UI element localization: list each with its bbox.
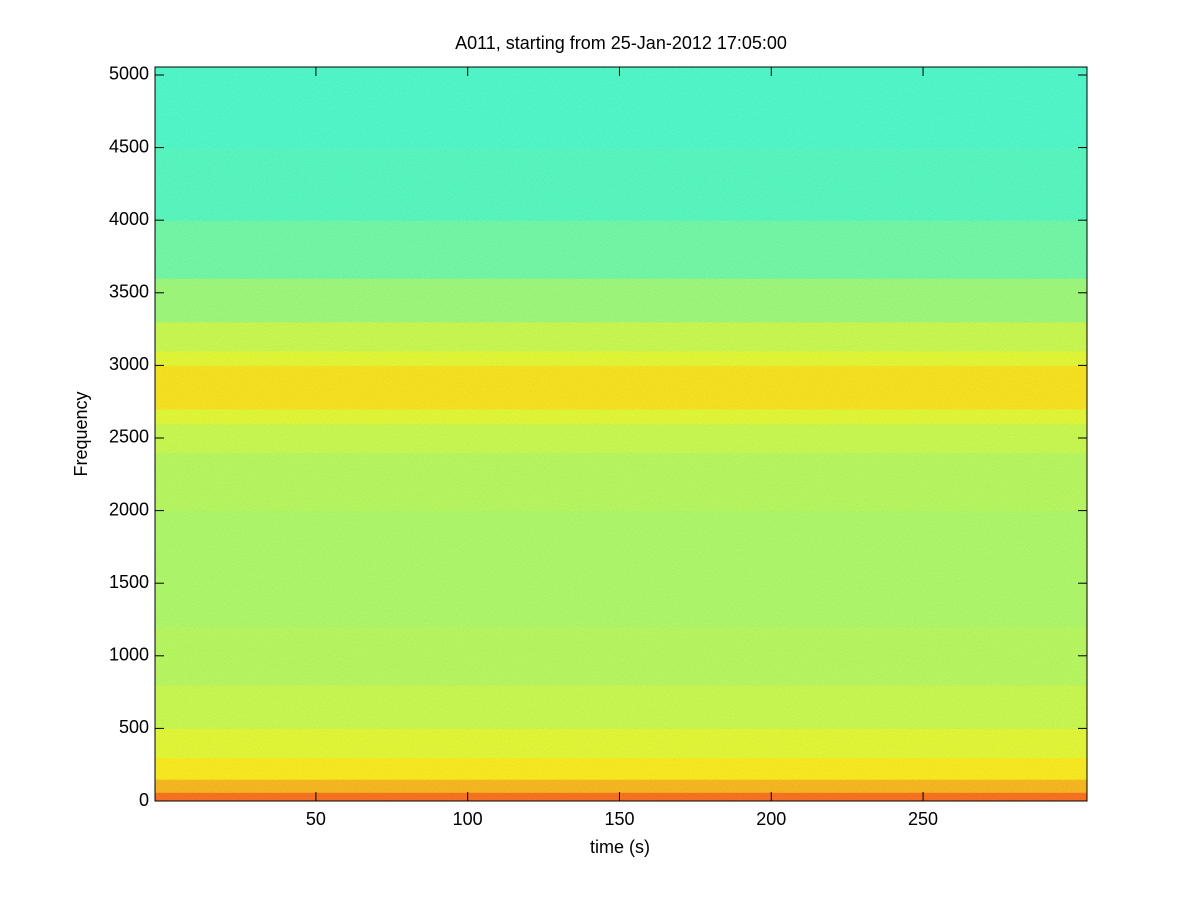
y-tick-label: 1500 — [109, 572, 149, 592]
chart-title: A011, starting from 25-Jan-2012 17:05:00 — [455, 33, 787, 53]
x-tick-label: 150 — [604, 809, 634, 829]
noise-texture — [155, 67, 1087, 801]
x-axis-label: time (s) — [590, 837, 650, 857]
y-tick-label: 500 — [119, 717, 149, 737]
y-tick-label: 2500 — [109, 427, 149, 447]
y-tick-label: 4500 — [109, 136, 149, 156]
x-tick-label: 100 — [453, 809, 483, 829]
y-tick-label: 3000 — [109, 354, 149, 374]
y-tick-label: 5000 — [109, 64, 149, 84]
x-tick-label: 250 — [908, 809, 938, 829]
y-tick-label: 0 — [139, 790, 149, 810]
y-tick-label: 1000 — [109, 645, 149, 665]
y-axis-label: Frequency — [71, 391, 91, 476]
x-tick-label: 50 — [306, 809, 326, 829]
y-tick-label: 2000 — [109, 499, 149, 519]
axes-frame — [154, 66, 1088, 802]
x-tick-label: 200 — [756, 809, 786, 829]
y-tick-label: 4000 — [109, 209, 149, 229]
y-tick-label: 3500 — [109, 282, 149, 302]
